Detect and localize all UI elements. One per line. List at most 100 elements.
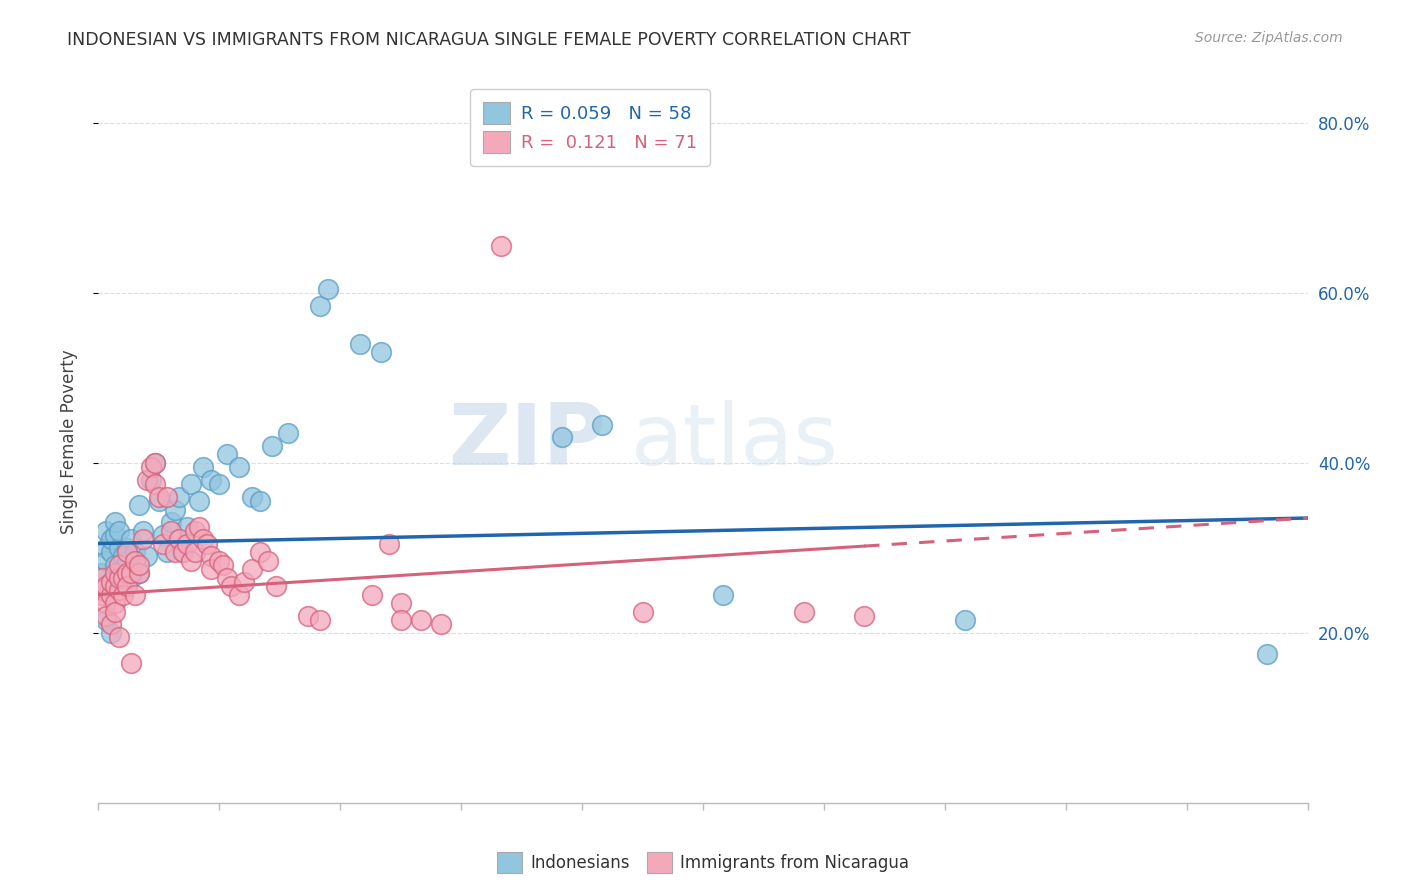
Point [200, 562, 222, 576]
Point [160, 516, 183, 530]
Point [156, 545, 179, 559]
Point [107, 558, 129, 572]
Point [172, 545, 194, 559]
Point [711, 588, 734, 602]
Point [91, 566, 114, 581]
Text: ZIP: ZIP [449, 400, 606, 483]
Point [853, 608, 876, 623]
Point [103, 579, 125, 593]
Point [96, 524, 118, 538]
Point [100, 588, 122, 602]
Point [193, 460, 215, 475]
Point [195, 536, 218, 550]
Point [91, 570, 114, 584]
Point [91, 579, 114, 593]
Point [107, 524, 129, 538]
Point [103, 566, 125, 581]
Point [377, 536, 399, 550]
Text: INDONESIAN VS IMMIGRANTS FROM NICARAGUA SINGLE FEMALE POVERTY CORRELATION CHART: INDONESIAN VS IMMIGRANTS FROM NICARAGUA … [67, 31, 911, 49]
Point [96, 553, 118, 567]
Point [217, 570, 239, 584]
Point [120, 570, 142, 584]
Text: Source: ZipAtlas.com: Source: ZipAtlas.com [1195, 31, 1343, 45]
Point [139, 473, 162, 487]
Point [100, 545, 122, 559]
Point [277, 425, 299, 440]
Point [143, 477, 166, 491]
Point [96, 541, 118, 555]
Point [124, 588, 146, 602]
Point [180, 553, 202, 567]
Point [221, 579, 243, 593]
Point [120, 533, 142, 547]
Point [309, 613, 332, 627]
Point [176, 519, 198, 533]
Y-axis label: Single Female Poverty: Single Female Poverty [59, 350, 77, 533]
Point [208, 477, 231, 491]
Point [212, 558, 235, 572]
Point [370, 345, 392, 359]
Point [200, 473, 222, 487]
Point [107, 570, 129, 584]
Text: atlas: atlas [630, 400, 838, 483]
Point [793, 605, 815, 619]
Point [124, 553, 146, 567]
Point [91, 588, 114, 602]
Point [135, 549, 157, 564]
Point [591, 417, 613, 432]
Point [172, 545, 194, 559]
Point [176, 536, 198, 550]
Point [132, 533, 155, 547]
Point [309, 299, 332, 313]
Point [200, 549, 222, 564]
Point [128, 558, 150, 572]
Legend: R = 0.059   N = 58, R =  0.121   N = 71: R = 0.059 N = 58, R = 0.121 N = 71 [470, 89, 710, 166]
Point [188, 494, 211, 508]
Point [228, 460, 250, 475]
Point [103, 516, 125, 530]
Point [180, 477, 202, 491]
Point [156, 490, 179, 504]
Point [128, 566, 150, 581]
Point [107, 630, 129, 644]
Point [107, 541, 129, 555]
Point [139, 460, 162, 475]
Point [249, 494, 271, 508]
Point [111, 588, 134, 602]
Point [124, 545, 146, 559]
Point [430, 617, 453, 632]
Point [249, 545, 271, 559]
Point [163, 545, 186, 559]
Point [103, 558, 125, 572]
Point [232, 574, 254, 589]
Point [260, 439, 283, 453]
Point [148, 490, 170, 504]
Point [111, 562, 134, 576]
Point [316, 281, 339, 295]
Point [96, 608, 118, 623]
Legend: Indonesians, Immigrants from Nicaragua: Indonesians, Immigrants from Nicaragua [491, 846, 915, 880]
Point [228, 588, 250, 602]
Point [128, 566, 150, 581]
Point [409, 613, 432, 627]
Point [115, 545, 138, 559]
Point [100, 574, 122, 589]
Point [240, 490, 263, 504]
Point [148, 494, 170, 508]
Point [107, 583, 129, 598]
Point [115, 579, 138, 593]
Point [389, 596, 412, 610]
Point [193, 533, 215, 547]
Point [256, 553, 278, 567]
Point [103, 528, 125, 542]
Point [135, 473, 157, 487]
Point [132, 524, 155, 538]
Point [100, 617, 122, 632]
Point [143, 456, 166, 470]
Point [115, 566, 138, 581]
Point [184, 524, 207, 538]
Point [1256, 647, 1278, 661]
Point [115, 541, 138, 555]
Point [96, 596, 118, 610]
Point [128, 498, 150, 512]
